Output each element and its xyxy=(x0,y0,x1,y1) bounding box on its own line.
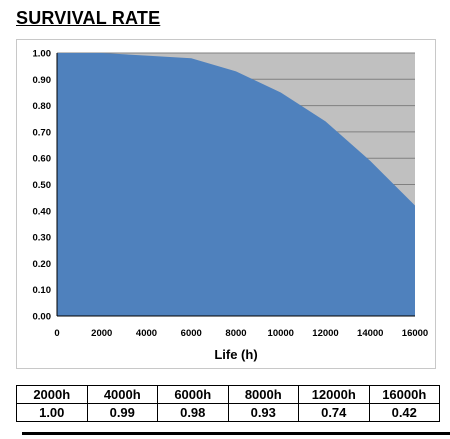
y-tick-label: 0.10 xyxy=(33,285,52,296)
x-tick-label: 12000 xyxy=(312,328,338,339)
y-tick-label: 0.80 xyxy=(33,101,52,112)
table-value-cell: 0.98 xyxy=(157,403,229,422)
x-tick-label: 16000 xyxy=(402,328,428,339)
table-value-cell: 0.42 xyxy=(368,403,440,422)
survival-area xyxy=(57,53,415,316)
axes xyxy=(56,53,415,317)
y-tick-label: 0.70 xyxy=(33,127,52,138)
table-value-cell: 1.00 xyxy=(16,403,88,422)
y-tick-labels: 0.00 0.10 0.20 0.30 0.40 0.50 0.60 0.70 0.80 0.90… xyxy=(33,49,52,323)
table-header-cell: 8000h xyxy=(227,385,299,404)
chart-frame: 0.00 0.10 0.20 0.30 0.40 0.50 0.60 0.70 0.80 0.90… xyxy=(16,39,436,369)
x-tick-label: 4000 xyxy=(136,328,157,339)
table-header-cell: 4000h xyxy=(86,385,158,404)
table-header-cell: 2000h xyxy=(16,385,88,404)
x-tick-label: 0 xyxy=(54,328,59,339)
x-axis-title: Life (h) xyxy=(214,347,257,362)
x-tick-label: 6000 xyxy=(181,328,202,339)
y-tick-label: 0.00 xyxy=(33,312,52,323)
y-tick-label: 0.90 xyxy=(33,75,52,86)
table-value-cell: 0.99 xyxy=(86,403,158,422)
x-tick-labels: 0 2000 4000 6000 8000 10000 12000 14000 16000 xyxy=(54,328,428,339)
bottom-rule xyxy=(22,432,450,435)
table-header-row: 2000h 4000h 6000h 8000h 12000h 16000h xyxy=(16,385,440,404)
y-tick-label: 0.50 xyxy=(33,180,52,191)
x-tick-label: 14000 xyxy=(357,328,383,339)
y-tick-label: 0.60 xyxy=(33,154,52,165)
x-tick-label: 8000 xyxy=(225,328,246,339)
table-value-cell: 0.74 xyxy=(298,403,370,422)
page-title: SURVIVAL RATE xyxy=(16,8,161,28)
y-tick-label: 0.30 xyxy=(33,233,52,244)
table-header-cell: 12000h xyxy=(298,385,370,404)
table-value-cell: 0.93 xyxy=(227,403,299,422)
x-tick-label: 10000 xyxy=(268,328,294,339)
y-tick-label: 1.00 xyxy=(33,49,52,60)
y-tick-label: 0.40 xyxy=(33,206,52,217)
survival-rate-table: 2000h 4000h 6000h 8000h 12000h 16000h 1.… xyxy=(16,385,440,422)
table-header-cell: 16000h xyxy=(368,385,440,404)
survival-rate-chart: 0.00 0.10 0.20 0.30 0.40 0.50 0.60 0.70 0.80 0.90… xyxy=(33,49,429,363)
table-value-row: 1.00 0.99 0.98 0.93 0.74 0.42 xyxy=(16,403,440,422)
table-header-cell: 6000h xyxy=(157,385,229,404)
x-tick-label: 2000 xyxy=(91,328,112,339)
y-tick-label: 0.20 xyxy=(33,259,52,270)
